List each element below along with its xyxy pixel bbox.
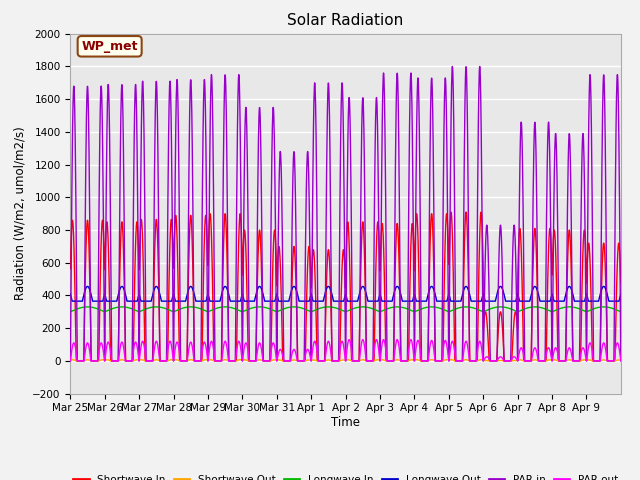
Text: WP_met: WP_met bbox=[81, 40, 138, 53]
Y-axis label: Radiation (W/m2, umol/m2/s): Radiation (W/m2, umol/m2/s) bbox=[13, 127, 27, 300]
Title: Solar Radiation: Solar Radiation bbox=[287, 13, 404, 28]
Legend: Shortwave In, Shortwave Out, Longwave In, Longwave Out, PAR in, PAR out: Shortwave In, Shortwave Out, Longwave In… bbox=[69, 471, 622, 480]
X-axis label: Time: Time bbox=[331, 416, 360, 429]
